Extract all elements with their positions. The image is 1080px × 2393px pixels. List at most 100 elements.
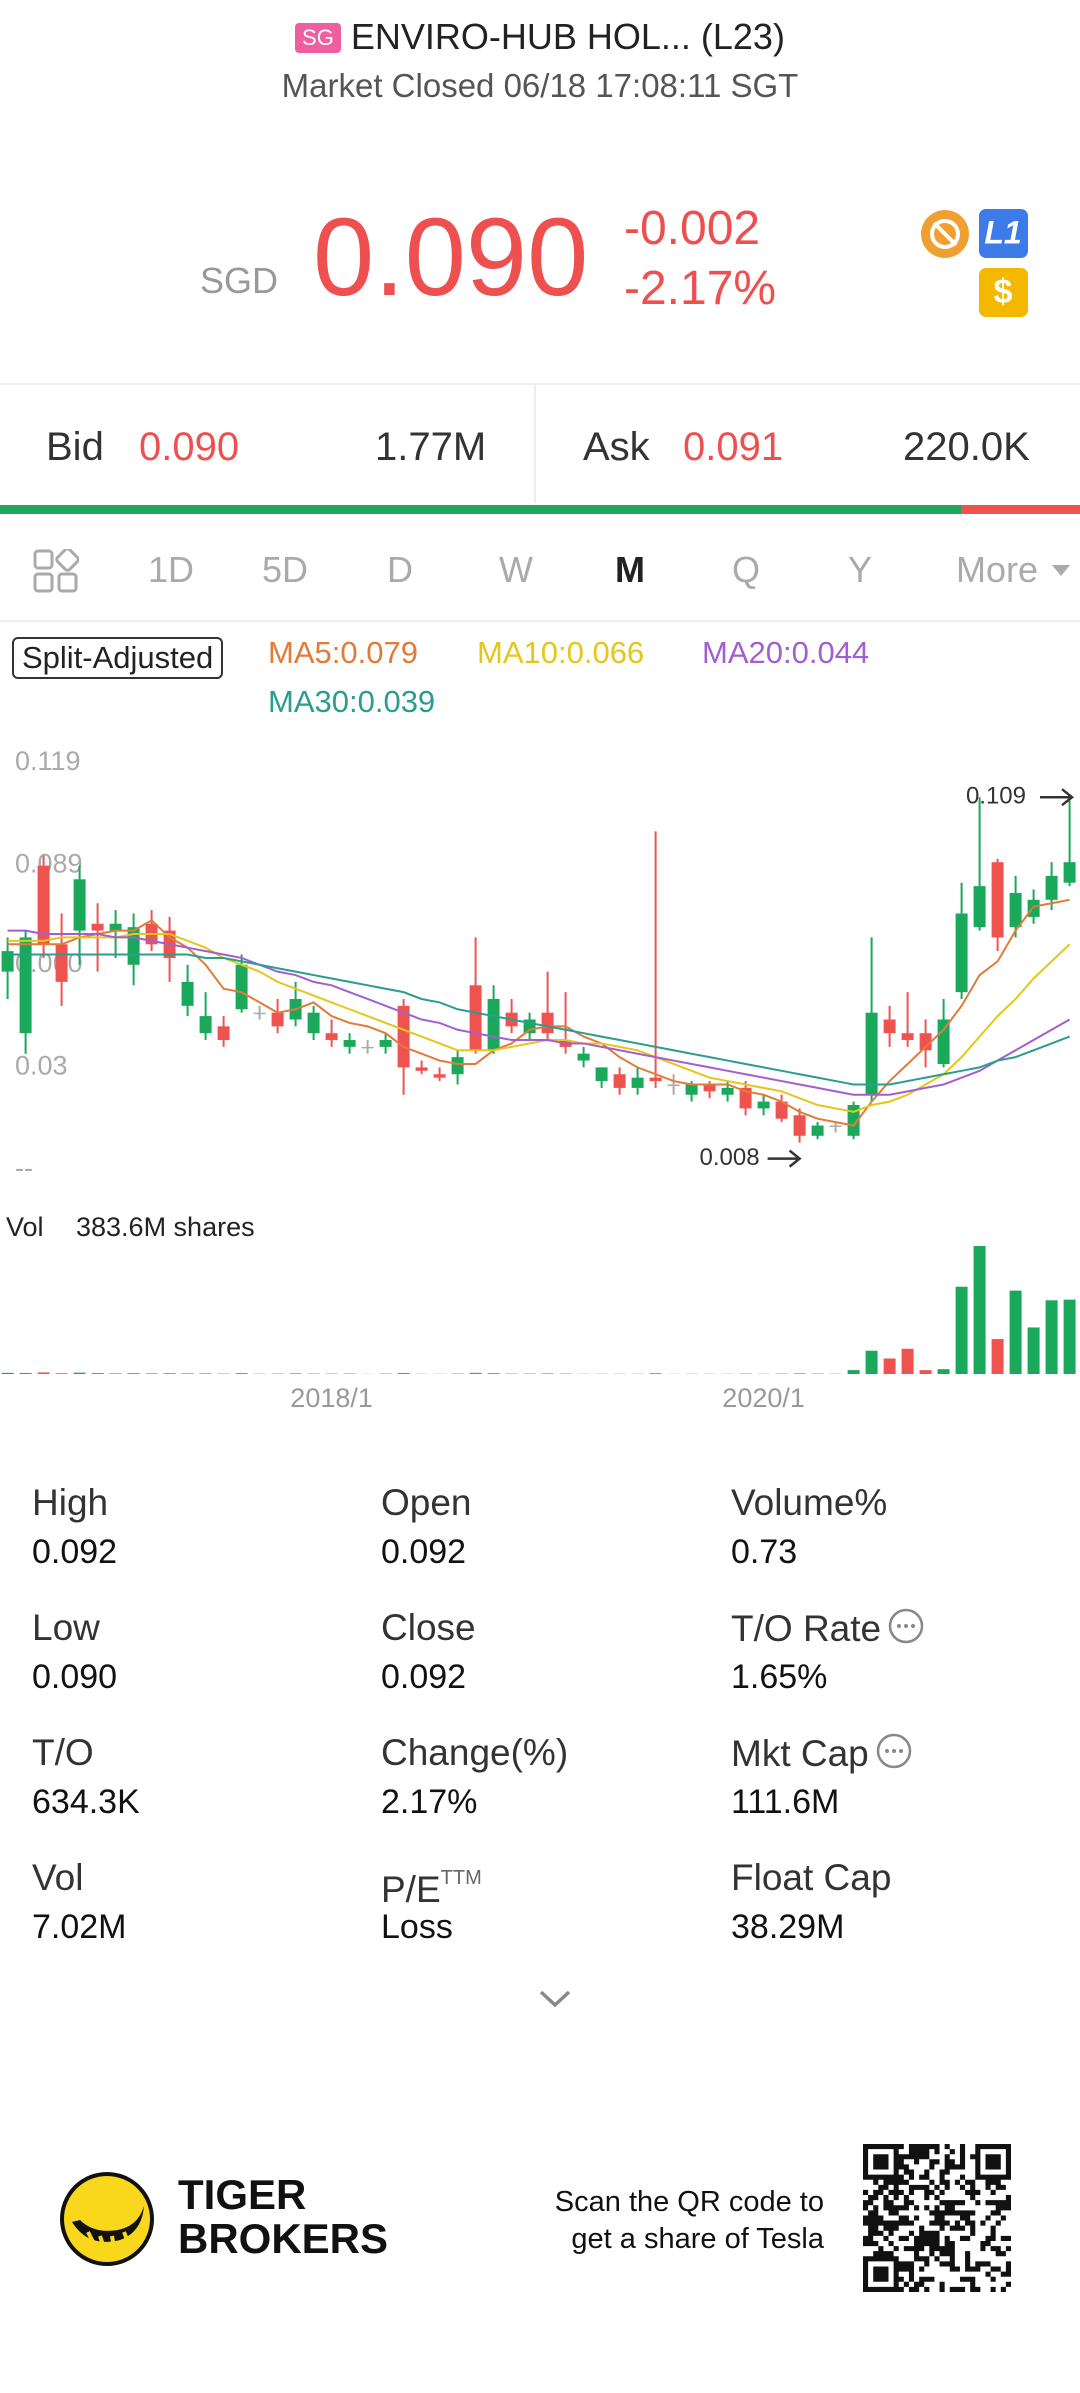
volume-bar: [181, 1373, 194, 1374]
candle-body: [577, 1053, 590, 1061]
change: -0.002: [624, 202, 761, 255]
period-tab[interactable]: 1D: [147, 549, 195, 590]
candle-body: [865, 1012, 878, 1095]
stat-label: Change(%): [381, 1732, 568, 1774]
legend-entry: MA30:0.039: [268, 684, 436, 719]
period-tab[interactable]: W: [499, 549, 533, 590]
stat-value: 0.090: [32, 1658, 118, 1689]
icon-part: [33, 572, 54, 593]
candle-body: [451, 1057, 464, 1075]
stat-label-text: Vol: [32, 1857, 84, 1898]
info-dot: [904, 1624, 909, 1628]
bid-size: 1.77M: [375, 425, 487, 469]
candle-body: [1009, 892, 1022, 928]
min-label: 0.008: [700, 1144, 760, 1171]
ask-bar: [960, 505, 1080, 514]
stat-label-text: Change(%): [381, 1732, 569, 1773]
stat-label: Mkt Cap: [731, 1732, 913, 1775]
period-tab[interactable]: Q: [731, 549, 760, 590]
stat-label-text: Close: [381, 1607, 476, 1648]
volume-bar: [163, 1373, 176, 1374]
candle-body: [1045, 875, 1058, 900]
candle-body: [901, 1033, 914, 1041]
period-tab[interactable]: Y: [847, 549, 872, 590]
candle-body: [199, 1016, 212, 1034]
candle-body: [487, 998, 500, 1051]
stat-label-text: Low: [32, 1607, 100, 1648]
period-tab[interactable]: M: [615, 549, 645, 590]
stat-label: High: [32, 1482, 108, 1524]
candle-body: [307, 1012, 320, 1034]
bid-bar: [0, 505, 961, 514]
info-icon[interactable]: [875, 1732, 913, 1770]
ma-line: [7, 933, 1071, 1113]
currency: SGD: [200, 260, 279, 301]
candle-body: [757, 1101, 770, 1109]
info-dot: [884, 1749, 889, 1753]
volume-bar: [487, 1373, 500, 1374]
volume-bar: [199, 1373, 212, 1374]
volume-bar: [973, 1246, 986, 1374]
candle-body: [793, 1115, 806, 1136]
volume-bar: [91, 1373, 104, 1374]
badge-text: L1: [984, 214, 1021, 250]
more-arrow[interactable]: [1050, 562, 1072, 578]
stat-value: 111.6M: [731, 1783, 840, 1814]
stat-label-text: Float Cap: [731, 1857, 892, 1898]
candle-body: [991, 862, 1004, 938]
brand-line: TIGER: [178, 2171, 307, 2218]
candle-body: [973, 886, 986, 928]
qr-modules: [863, 2144, 1011, 2292]
volume-bar: [793, 1373, 806, 1374]
ma-line: [7, 953, 1070, 1086]
stat-value: 7.02M: [32, 1908, 127, 1939]
stat-label-sup: TTM: [440, 1867, 482, 1889]
period-tab[interactable]: D: [387, 549, 413, 590]
volume-bar: [919, 1370, 932, 1374]
adjust-label[interactable]: Split-Adjusted: [12, 637, 224, 679]
badge-icon: [932, 221, 958, 247]
volume-bar: [901, 1348, 914, 1374]
volume-bar: [235, 1373, 248, 1374]
expand-chevron[interactable]: [537, 1988, 573, 2010]
candle-body: [739, 1087, 752, 1109]
volume-bar: [1027, 1327, 1040, 1374]
badge-icon: [930, 219, 960, 249]
candle-body: [775, 1101, 788, 1119]
icon-part: [33, 549, 54, 570]
volume-bar: [883, 1358, 896, 1374]
info-icon[interactable]: [887, 1607, 925, 1645]
layout-icon[interactable]: [33, 549, 79, 593]
period-tab[interactable]: More: [955, 549, 1039, 590]
ma-line: [7, 898, 1070, 1127]
badges: L1 $: [921, 209, 1028, 317]
volume-bar: [847, 1370, 860, 1374]
brand-line: BROKERS: [178, 2215, 389, 2262]
candle-body: [721, 1087, 734, 1095]
divider: [534, 385, 536, 503]
legend-entry: MA10:0.066: [477, 635, 645, 670]
candle-body: [73, 879, 86, 931]
volume-bar: [145, 1373, 158, 1374]
candle-body: [955, 913, 968, 993]
volume-bar: [865, 1350, 878, 1374]
candle-body: [469, 985, 482, 1051]
y-tick-label: --: [15, 1153, 33, 1183]
stat-label: Float Cap: [731, 1857, 891, 1899]
badge-icon: [979, 209, 1028, 258]
period-tab[interactable]: 5D: [261, 549, 309, 590]
title-row: SG ENVIRO-HUB HOL... (L23): [0, 14, 1080, 60]
stat-label: Vol: [32, 1857, 83, 1899]
ma-line: [7, 929, 1071, 1096]
candle-body: [217, 1026, 230, 1041]
stat-label: T/O: [32, 1732, 94, 1774]
volume-bar: [955, 1286, 968, 1374]
candle-body: [595, 1067, 608, 1082]
stat-label: P/ETTM: [381, 1857, 482, 1911]
volume-bar: [397, 1373, 410, 1374]
candle-body: [181, 981, 194, 1006]
info-dot: [898, 1749, 903, 1753]
candle-body: [937, 1019, 950, 1064]
stat-label-text: T/O Rate: [731, 1608, 882, 1649]
